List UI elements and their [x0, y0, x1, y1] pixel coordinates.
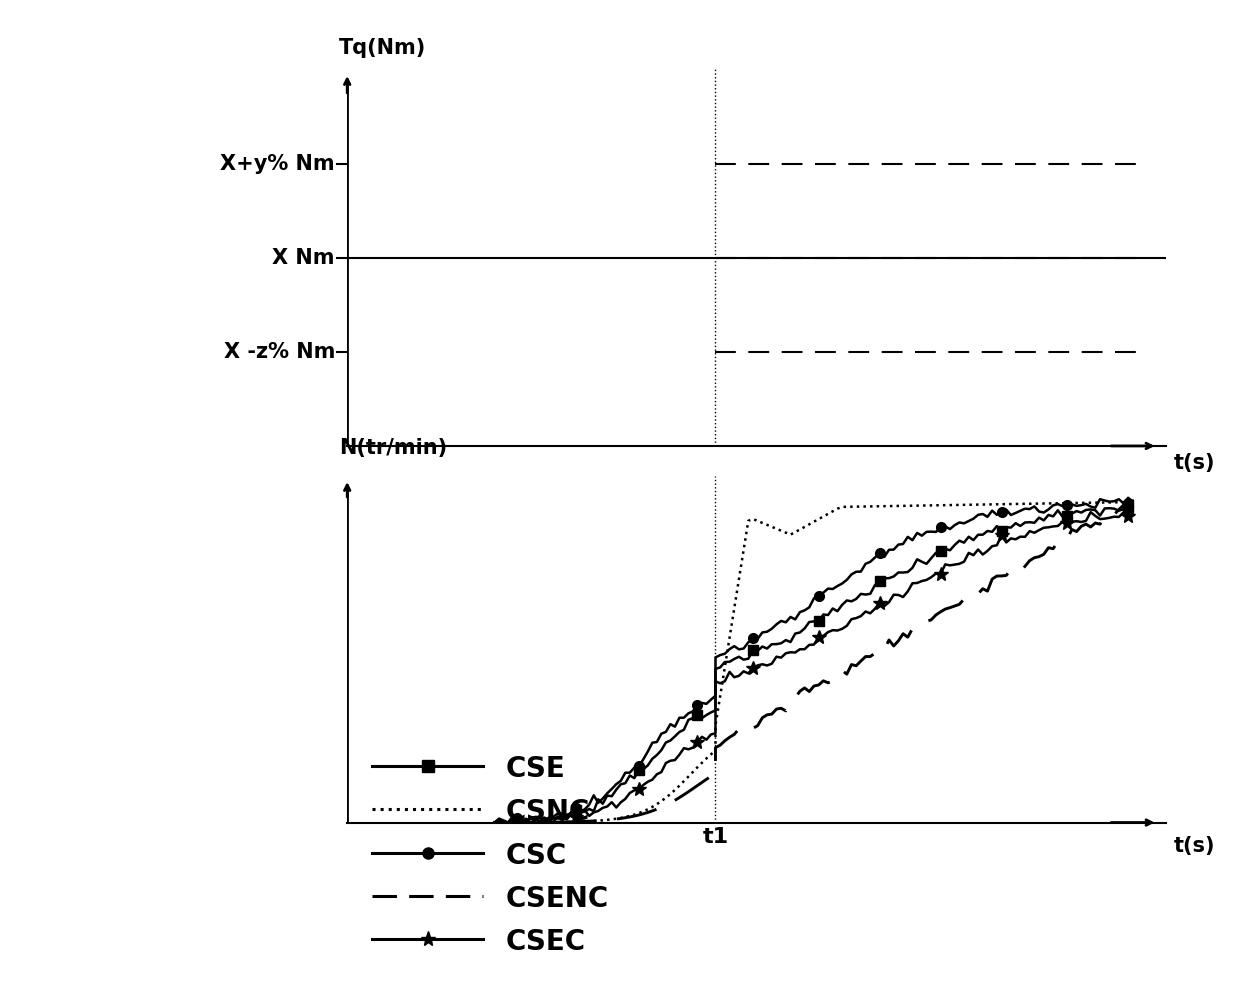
Text: t(s): t(s) — [1174, 454, 1215, 474]
Text: X+y% Nm: X+y% Nm — [221, 154, 335, 173]
Text: X -z% Nm: X -z% Nm — [223, 342, 335, 362]
Text: t(s): t(s) — [1174, 836, 1215, 856]
Text: N(tr/min): N(tr/min) — [339, 438, 448, 458]
Text: Tq(Nm): Tq(Nm) — [339, 38, 427, 58]
Legend: CSE, CSNC, CSC, CSENC, CSEC: CSE, CSNC, CSC, CSENC, CSEC — [361, 744, 620, 967]
Text: X Nm: X Nm — [273, 248, 335, 268]
